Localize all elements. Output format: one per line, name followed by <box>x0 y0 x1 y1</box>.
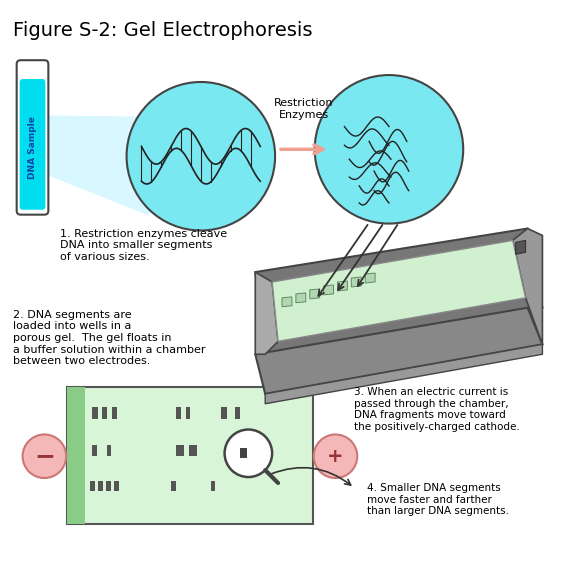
Text: DNA Sample: DNA Sample <box>28 116 37 179</box>
Bar <box>114 481 119 491</box>
Text: +: + <box>327 447 344 466</box>
Bar <box>92 445 97 456</box>
Bar <box>211 481 215 491</box>
FancyBboxPatch shape <box>17 60 48 215</box>
Bar <box>107 445 111 456</box>
Text: −: − <box>34 444 55 468</box>
Bar <box>171 481 176 491</box>
Text: Restriction
Enzymes: Restriction Enzymes <box>274 98 333 120</box>
Text: 3. When an electric current is
passed through the chamber,
DNA fragments move to: 3. When an electric current is passed th… <box>354 387 520 432</box>
Bar <box>176 407 181 419</box>
Polygon shape <box>255 272 278 354</box>
Bar <box>90 481 95 491</box>
Polygon shape <box>365 273 375 283</box>
Bar <box>176 445 184 456</box>
Polygon shape <box>272 241 526 341</box>
Polygon shape <box>351 277 361 287</box>
Polygon shape <box>255 229 542 354</box>
FancyArrowPatch shape <box>271 468 351 485</box>
Text: 1. Restriction enzymes cleave
DNA into smaller segments
of various sizes.: 1. Restriction enzymes cleave DNA into s… <box>60 229 228 262</box>
Bar <box>238 445 244 456</box>
Bar <box>67 387 313 524</box>
Polygon shape <box>324 285 333 295</box>
Bar <box>236 407 241 419</box>
Circle shape <box>314 434 357 478</box>
FancyBboxPatch shape <box>20 79 46 210</box>
Polygon shape <box>296 293 306 303</box>
Circle shape <box>315 75 463 224</box>
Bar <box>186 407 190 419</box>
Circle shape <box>225 429 272 477</box>
Polygon shape <box>516 241 526 254</box>
Bar <box>221 407 226 419</box>
Polygon shape <box>265 345 542 404</box>
Circle shape <box>126 82 275 230</box>
Bar <box>189 445 197 456</box>
Bar <box>67 387 85 524</box>
Text: Figure S-2: Gel Electrophoresis: Figure S-2: Gel Electrophoresis <box>13 21 312 39</box>
Bar <box>106 481 111 491</box>
Polygon shape <box>337 281 347 291</box>
Bar <box>112 407 117 419</box>
Polygon shape <box>44 115 149 216</box>
Polygon shape <box>255 308 542 394</box>
Text: 4. Smaller DNA segments
move faster and farther
than larger DNA segments.: 4. Smaller DNA segments move faster and … <box>367 483 509 516</box>
Text: 2. DNA segments are
loaded into wells in a
porous gel.  The gel floats in
a buff: 2. DNA segments are loaded into wells in… <box>13 310 205 366</box>
Bar <box>241 448 248 458</box>
Polygon shape <box>513 229 542 345</box>
Bar <box>92 407 98 419</box>
Polygon shape <box>310 289 320 299</box>
Bar <box>102 407 107 419</box>
Polygon shape <box>282 297 292 307</box>
Bar <box>98 481 103 491</box>
Circle shape <box>23 434 66 478</box>
